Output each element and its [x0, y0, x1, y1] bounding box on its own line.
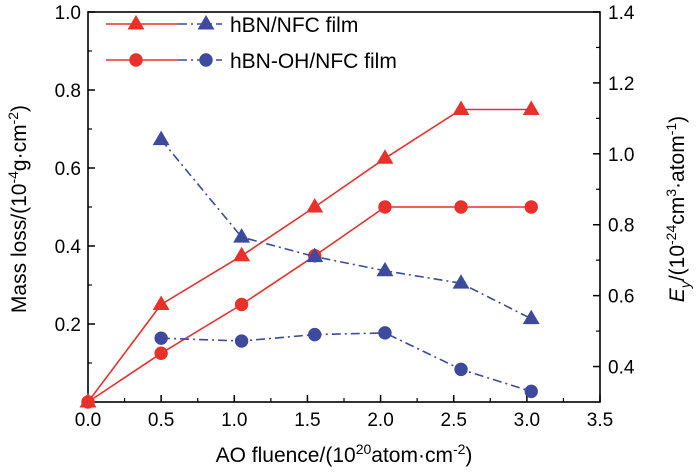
series-3 — [152, 130, 540, 325]
series-line — [160, 139, 532, 320]
legend-marker-red — [129, 53, 143, 67]
data-point — [452, 100, 470, 115]
data-point — [306, 247, 324, 263]
right-y-tick-label: 1.4 — [608, 3, 635, 24]
data-point — [522, 309, 540, 325]
x-tick-label: 2.5 — [441, 410, 467, 431]
data-point — [308, 327, 322, 342]
legend: hBN/NFC film hBN-OH/NFC film — [106, 14, 397, 73]
data-point — [454, 362, 468, 377]
data-point — [306, 198, 324, 213]
data-point — [522, 100, 540, 115]
left-y-axis-ticks: 0.2 0.4 0.6 0.8 1.0 — [55, 3, 95, 364]
series-2 — [81, 200, 538, 409]
right-y-tick-label: 1.2 — [608, 74, 634, 95]
x-tick-label: 3.5 — [587, 410, 613, 431]
left-y-tick-label: 0.2 — [55, 315, 81, 336]
x-axis-title-sup2: -2 — [453, 441, 466, 457]
series-4 — [154, 326, 538, 399]
left-y-tick-label: 0.4 — [55, 237, 82, 258]
series-layer — [79, 100, 540, 409]
left-y-tick-label: 1.0 — [55, 3, 81, 24]
series-1 — [79, 100, 540, 408]
left-y-tick-label: 0.8 — [55, 81, 81, 102]
data-point — [152, 130, 170, 146]
x-axis-title-sup: 20 — [356, 441, 372, 457]
data-point — [234, 297, 249, 312]
x-tick-label: 2.0 — [367, 410, 393, 431]
right-y-tick-label: 0.8 — [608, 216, 634, 237]
data-point — [234, 334, 249, 348]
legend-marker-red — [127, 15, 145, 30]
data-point — [452, 274, 470, 289]
x-tick-label: 1.0 — [221, 410, 247, 431]
right-y-tick-label: 1.0 — [608, 145, 634, 166]
x-axis-title: AO fluence/(1020atom·cm-2) — [216, 441, 473, 467]
legend-entry: hBN-OH/NFC film — [106, 50, 397, 73]
data-point — [376, 261, 394, 277]
data-point — [152, 295, 170, 310]
left-y-tick-label: 0.6 — [55, 159, 81, 180]
right-y-tick-label: 0.4 — [608, 358, 635, 379]
x-axis-ticks: 0.0 0.5 1.0 1.5 2.0 2.5 3.0 3.5 — [75, 395, 613, 431]
data-point — [378, 326, 392, 340]
x-tick-label: 0.0 — [75, 410, 101, 431]
legend-marker-blue — [199, 53, 213, 67]
x-tick-label: 0.5 — [148, 410, 174, 431]
data-point — [81, 395, 95, 409]
legend-marker-blue — [197, 15, 215, 30]
right-y-tick-label: 0.6 — [608, 287, 634, 308]
data-point — [378, 200, 392, 214]
data-point — [454, 200, 468, 214]
data-point — [524, 384, 538, 399]
data-point — [524, 200, 538, 214]
data-point — [233, 228, 251, 243]
data-point — [233, 246, 251, 262]
right-y-axis-ticks: 0.4 0.6 0.8 1.0 1.2 1.4 — [593, 3, 635, 379]
legend-label: hBN/NFC film — [230, 14, 358, 37]
series-line — [161, 332, 532, 393]
x-tick-label: 3.0 — [514, 410, 540, 431]
right-y-axis-title: Ey/(10-24cm3·atom-1) — [663, 116, 693, 302]
x-tick-label: 1.5 — [294, 410, 320, 431]
data-point — [154, 346, 168, 360]
data-point — [376, 149, 394, 164]
data-point — [154, 331, 168, 345]
legend-label: hBN-OH/NFC film — [230, 50, 397, 73]
left-y-axis-title: Mass loss/(10-4g·cm-2) — [5, 105, 31, 313]
legend-entry: hBN/NFC film — [106, 14, 358, 37]
